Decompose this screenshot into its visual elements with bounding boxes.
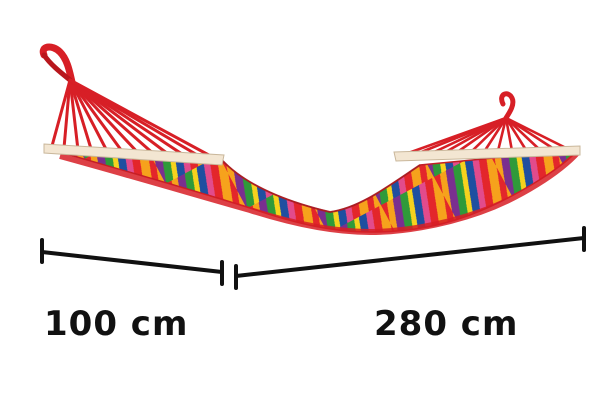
hammock-fabric bbox=[45, 147, 581, 236]
right-hanging-loop bbox=[499, 91, 516, 121]
length-dimension-line bbox=[234, 226, 586, 290]
left-hanging-loop bbox=[39, 43, 76, 86]
right-rope-fan bbox=[398, 116, 570, 158]
right-spreader-bar bbox=[393, 145, 581, 162]
width-dimension-line bbox=[40, 238, 224, 286]
length-dimension-label: 280 cm bbox=[374, 304, 519, 344]
left-spreader-bar bbox=[43, 143, 225, 166]
left-rope-fan bbox=[50, 78, 220, 162]
width-dimension-label: 100 cm bbox=[44, 304, 189, 344]
